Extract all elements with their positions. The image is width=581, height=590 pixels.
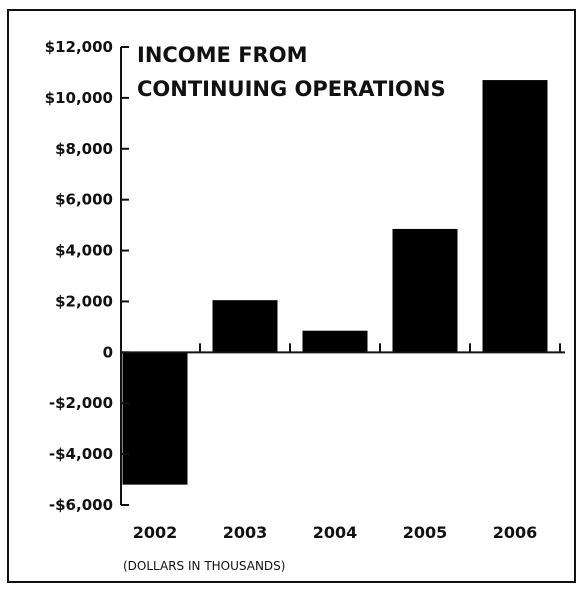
bar-2002 <box>122 352 188 485</box>
y-tick-label: $8,000 <box>55 140 113 158</box>
y-tick-label: $2,000 <box>55 292 113 310</box>
y-tick-label: $6,000 <box>55 191 113 209</box>
bar-2003 <box>212 300 278 353</box>
x-category-label: 2004 <box>313 523 358 542</box>
y-tick-label: -$6,000 <box>49 496 113 514</box>
bars-layer <box>122 80 548 485</box>
x-category-label: 2005 <box>403 523 448 542</box>
bar-2005 <box>392 228 458 353</box>
y-tick-label: -$2,000 <box>49 394 113 412</box>
y-tick-label: 0 <box>103 343 113 361</box>
chart-title-line-1: INCOME FROM <box>137 43 307 67</box>
x-category-label: 2006 <box>493 523 538 542</box>
chart-border <box>7 9 576 583</box>
x-category-label: 2003 <box>223 523 268 542</box>
y-tick-label: -$4,000 <box>49 445 113 463</box>
axis-layer <box>120 46 565 506</box>
y-tick-label: $4,000 <box>55 242 113 260</box>
y-tick-label: $12,000 <box>45 38 113 56</box>
bar-2004 <box>302 330 368 353</box>
bar-2006 <box>482 80 548 353</box>
units-note: (DOLLARS IN THOUSANDS) <box>123 559 285 573</box>
y-tick-label: $10,000 <box>45 89 113 107</box>
x-category-label: 2002 <box>133 523 178 542</box>
chart-title-line-2: CONTINUING OPERATIONS <box>137 77 446 101</box>
labels-layer: -$6,000 -$4,000 -$2,000 0 $2,000 $4,000 $6,000… <box>45 38 538 542</box>
